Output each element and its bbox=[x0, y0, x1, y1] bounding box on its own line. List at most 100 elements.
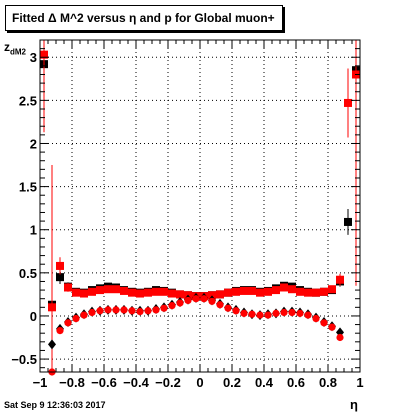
data-point-circle bbox=[232, 307, 240, 315]
data-point-circle bbox=[336, 333, 344, 342]
data-point-square bbox=[328, 285, 336, 294]
data-point-square bbox=[144, 288, 152, 297]
data-point-square bbox=[344, 217, 352, 226]
data-point-square bbox=[296, 287, 304, 296]
data-point-square bbox=[40, 50, 48, 59]
data-point-square bbox=[312, 288, 320, 297]
data-point-circle bbox=[72, 314, 80, 323]
chart-title: Fitted Δ M^2 versus η and p for Global m… bbox=[12, 11, 275, 25]
data-point-square bbox=[64, 283, 72, 292]
data-point-circle bbox=[168, 302, 176, 310]
x-tick-label: −0.2 bbox=[155, 375, 181, 390]
data-point-square bbox=[288, 285, 296, 294]
data-point-square bbox=[120, 286, 128, 295]
data-point-square bbox=[320, 287, 328, 296]
data-point-square bbox=[264, 287, 272, 296]
data-point-square bbox=[168, 289, 176, 298]
data-point-circle bbox=[240, 309, 248, 317]
data-point-circle bbox=[112, 306, 120, 314]
series-4 bbox=[48, 295, 344, 376]
data-point-circle bbox=[160, 304, 168, 312]
y-tick-label: 1.5 bbox=[19, 180, 37, 195]
data-point-square bbox=[176, 290, 184, 299]
data-point-square bbox=[160, 287, 168, 296]
data-point-square bbox=[152, 287, 160, 296]
x-tick-label: 1 bbox=[356, 375, 363, 390]
data-point-circle bbox=[104, 306, 112, 314]
data-point-square bbox=[48, 303, 56, 312]
x-tick-label: −0.8 bbox=[59, 375, 85, 390]
data-point-square bbox=[72, 288, 80, 297]
data-point-circle bbox=[152, 306, 160, 314]
x-tick-label: 0.6 bbox=[287, 375, 305, 390]
x-tick-label: 0.2 bbox=[223, 375, 241, 390]
data-point-circle bbox=[56, 327, 64, 335]
x-axis-label: η bbox=[350, 397, 358, 412]
data-point-circle bbox=[224, 304, 232, 312]
data-point-circle bbox=[64, 319, 72, 327]
data-point-circle bbox=[192, 295, 200, 303]
data-point-circle bbox=[264, 311, 272, 319]
data-point-circle bbox=[136, 308, 144, 316]
chart-title-box: Fitted Δ M^2 versus η and p for Global m… bbox=[5, 5, 283, 31]
x-tick-label: −0.4 bbox=[123, 375, 149, 390]
y-tick-label: 2 bbox=[30, 136, 37, 151]
data-point-square bbox=[128, 288, 136, 297]
timestamp: Sat Sep 9 12:36:03 2017 bbox=[4, 400, 106, 410]
data-point-circle bbox=[88, 308, 96, 317]
y-tick-label: 1 bbox=[30, 223, 37, 238]
data-point-square bbox=[280, 283, 288, 292]
data-point-diamond bbox=[48, 339, 56, 350]
data-point-circle bbox=[128, 307, 136, 315]
plot-frame bbox=[39, 39, 361, 373]
data-point-circle bbox=[312, 314, 320, 323]
series-2 bbox=[40, 40, 360, 372]
data-point-circle bbox=[320, 319, 328, 327]
data-point-square bbox=[224, 288, 232, 297]
data-point-square bbox=[344, 98, 352, 107]
data-point-square bbox=[208, 291, 216, 300]
data-point-square bbox=[136, 289, 144, 298]
data-point-square bbox=[272, 286, 280, 295]
y-tick-label: −0.5 bbox=[11, 352, 37, 367]
y-axis-label-main: z bbox=[4, 40, 10, 54]
y-tick-label: 3 bbox=[30, 50, 37, 65]
data-point-circle bbox=[208, 297, 216, 305]
x-tick-label: −1 bbox=[33, 375, 48, 390]
x-tick-label: 0.8 bbox=[319, 375, 337, 390]
y-tick-label: 2.5 bbox=[19, 93, 37, 108]
data-point-circle bbox=[288, 308, 296, 317]
y-axis-label-sub: dM2 bbox=[10, 47, 26, 57]
data-point-square bbox=[304, 288, 312, 297]
data-point-circle bbox=[200, 295, 208, 303]
data-series bbox=[40, 40, 360, 376]
data-point-square bbox=[336, 275, 344, 284]
data-point-square bbox=[80, 289, 88, 298]
data-point-square bbox=[216, 290, 224, 299]
y-tick-label: 0.5 bbox=[19, 266, 37, 281]
data-point-circle bbox=[176, 299, 184, 307]
data-point-circle bbox=[280, 308, 288, 317]
data-point-square bbox=[256, 288, 264, 297]
data-point-circle bbox=[328, 323, 336, 331]
y-axis-label: zdM2 bbox=[4, 40, 26, 56]
data-point-circle bbox=[120, 306, 128, 314]
data-point-circle bbox=[96, 307, 104, 315]
data-point-circle bbox=[272, 309, 280, 317]
data-point-circle bbox=[80, 311, 88, 319]
data-point-circle bbox=[248, 310, 256, 318]
data-point-circle bbox=[296, 309, 304, 317]
grid-lines bbox=[40, 40, 360, 372]
x-tick-label: 0.4 bbox=[255, 375, 274, 390]
data-point-square bbox=[104, 285, 112, 294]
data-point-circle bbox=[144, 307, 152, 315]
data-point-square bbox=[96, 286, 104, 295]
y-tick-label: 0 bbox=[30, 309, 37, 324]
data-point-circle bbox=[304, 311, 312, 319]
data-point-square bbox=[56, 261, 64, 270]
axis-ticks: −1 −0.8 −0.6 −0.4 −0.2 0 0.2 0.4 0.6 0.8 1 −0.5 0 0.5… bbox=[11, 40, 364, 390]
data-point-circle bbox=[216, 301, 224, 309]
data-point-square bbox=[240, 286, 248, 295]
data-point-square bbox=[112, 285, 120, 294]
